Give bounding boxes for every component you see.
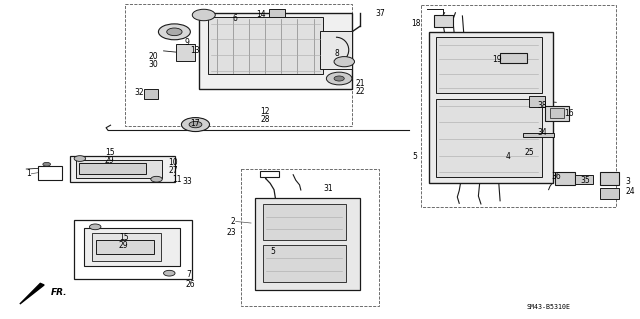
Circle shape [334,76,344,81]
Bar [74,220,192,279]
Text: 4: 4 [506,152,510,161]
Text: 9: 9 [184,38,189,47]
Text: 38: 38 [537,101,547,110]
Polygon shape [20,283,44,304]
Circle shape [159,24,190,40]
Bar [436,37,541,93]
Bar [255,197,360,290]
Text: 20: 20 [148,52,158,61]
Circle shape [74,156,86,161]
Text: 29: 29 [105,156,115,165]
Text: 22: 22 [355,87,365,96]
Text: 7: 7 [186,270,191,279]
Text: 16: 16 [564,109,573,118]
Bar [176,44,195,61]
Text: 6: 6 [232,14,237,23]
Bar [241,169,379,306]
Circle shape [167,28,182,36]
Text: 17: 17 [190,119,200,129]
Circle shape [181,118,209,131]
Bar [555,172,575,185]
Text: 21: 21 [355,79,365,88]
Text: 37: 37 [376,9,385,18]
Bar [436,99,541,177]
Text: SM43-B5310E: SM43-B5310E [527,304,571,310]
Text: 15: 15 [105,148,115,157]
Bar [70,156,175,182]
Bar [125,4,352,126]
Text: 5: 5 [271,247,275,256]
Bar [262,204,346,241]
Circle shape [164,270,175,276]
Text: 13: 13 [189,46,199,56]
Text: 25: 25 [524,148,534,157]
Circle shape [90,224,101,230]
Bar [600,172,619,185]
Bar [269,9,285,17]
Bar [545,106,569,121]
Circle shape [151,176,163,182]
Text: FR.: FR. [51,288,67,297]
Text: 36: 36 [552,173,561,182]
Text: 11: 11 [172,175,181,184]
Text: 35: 35 [580,176,590,185]
Circle shape [334,56,355,67]
Text: 32: 32 [134,88,144,97]
Bar [260,171,279,177]
Circle shape [189,122,202,128]
Circle shape [326,72,352,85]
Bar [79,163,147,174]
Bar [500,53,527,63]
Bar [434,15,453,27]
Bar [575,175,593,184]
Text: 12: 12 [260,107,270,116]
Bar [38,166,62,180]
Bar [421,5,616,207]
Text: 34: 34 [538,128,547,137]
Bar [198,13,352,89]
Circle shape [43,162,51,166]
Bar [550,108,564,118]
Bar [529,96,545,107]
Bar [262,245,346,282]
Text: 33: 33 [182,177,193,186]
Text: 3: 3 [625,177,630,186]
Bar [97,240,154,254]
Bar [320,31,352,69]
Bar [600,188,619,199]
Text: 10: 10 [168,158,178,167]
Bar [92,233,161,261]
Text: 2: 2 [231,217,236,226]
Bar [208,17,323,74]
Bar [84,228,179,266]
Bar [144,89,158,99]
Text: 5: 5 [412,152,417,161]
Text: 8: 8 [335,48,339,58]
Text: 28: 28 [260,115,270,124]
Text: 23: 23 [226,228,236,237]
Text: 26: 26 [186,279,195,288]
Text: 15: 15 [119,233,129,242]
Text: 1: 1 [27,169,31,178]
Text: 19: 19 [492,55,501,64]
Text: 27: 27 [168,166,178,175]
Bar [429,33,553,183]
Bar [523,132,554,137]
Text: 29: 29 [119,241,129,250]
Circle shape [192,9,215,21]
Text: 14: 14 [256,10,266,19]
Text: 30: 30 [148,60,158,69]
Bar [76,160,163,178]
Text: 18: 18 [412,19,421,28]
Text: 24: 24 [625,187,635,196]
Text: 31: 31 [324,184,333,193]
